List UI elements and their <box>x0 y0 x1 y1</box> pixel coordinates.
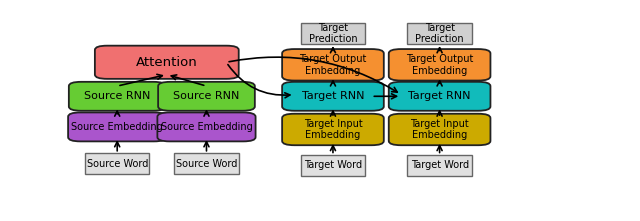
Text: Target
Prediction: Target Prediction <box>415 23 464 44</box>
Text: Source Word: Source Word <box>86 158 148 168</box>
FancyBboxPatch shape <box>301 23 365 44</box>
Text: Source RNN: Source RNN <box>84 91 150 101</box>
Text: Target RNN: Target RNN <box>301 91 364 101</box>
Text: Target Output
Embedding: Target Output Embedding <box>406 54 474 76</box>
FancyBboxPatch shape <box>388 49 490 80</box>
FancyBboxPatch shape <box>282 82 384 111</box>
FancyBboxPatch shape <box>85 153 150 174</box>
FancyBboxPatch shape <box>388 114 490 145</box>
FancyBboxPatch shape <box>68 112 166 141</box>
FancyBboxPatch shape <box>174 153 239 174</box>
Text: Attention: Attention <box>136 56 198 69</box>
Text: Source RNN: Source RNN <box>173 91 239 101</box>
Text: Source Embedding: Source Embedding <box>71 122 163 132</box>
Text: Target
Prediction: Target Prediction <box>308 23 357 44</box>
Text: Source Word: Source Word <box>176 158 237 168</box>
FancyBboxPatch shape <box>408 154 472 176</box>
FancyBboxPatch shape <box>282 49 384 80</box>
Text: Source Embedding: Source Embedding <box>161 122 252 132</box>
FancyBboxPatch shape <box>388 82 490 111</box>
Text: Target Word: Target Word <box>304 160 362 170</box>
FancyBboxPatch shape <box>282 114 384 145</box>
FancyBboxPatch shape <box>301 154 365 176</box>
Text: Target Input
Embedding: Target Input Embedding <box>410 119 469 140</box>
Text: Target Input
Embedding: Target Input Embedding <box>303 119 362 140</box>
Text: Target RNN: Target RNN <box>408 91 471 101</box>
FancyBboxPatch shape <box>408 23 472 44</box>
Text: Target Word: Target Word <box>410 160 468 170</box>
FancyBboxPatch shape <box>69 82 166 111</box>
FancyBboxPatch shape <box>157 112 255 141</box>
Text: Target Output
Embedding: Target Output Embedding <box>300 54 367 76</box>
FancyBboxPatch shape <box>95 46 239 79</box>
FancyBboxPatch shape <box>158 82 255 111</box>
